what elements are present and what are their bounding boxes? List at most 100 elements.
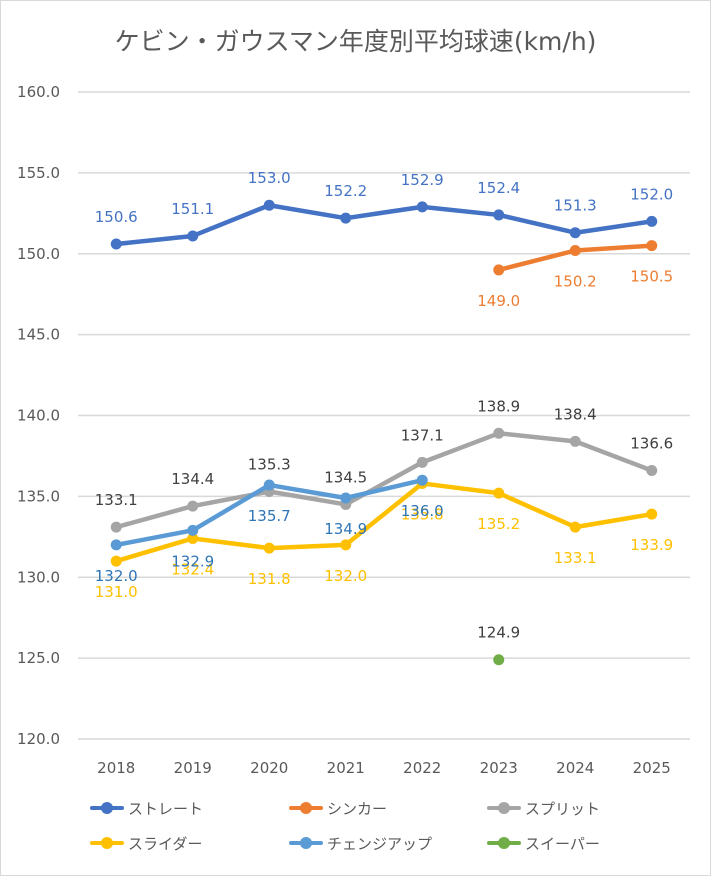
data-point <box>569 521 581 533</box>
gridlines <box>78 91 690 740</box>
series-line <box>114 202 654 247</box>
chart-title: ケビン・ガウスマン年度別平均球速(km/h) <box>114 27 597 56</box>
data-point <box>110 521 122 533</box>
data-label: 135.7 <box>248 507 291 525</box>
y-tick-label: 155.0 <box>17 164 60 182</box>
data-label: 150.2 <box>554 273 597 291</box>
data-point <box>493 487 505 499</box>
series-4 <box>110 474 428 551</box>
data-label: 133.1 <box>554 549 597 567</box>
series-2 <box>110 427 658 533</box>
legend-item[interactable]: シンカー <box>287 795 387 821</box>
x-tick-label: 2023 <box>480 759 518 777</box>
data-label: 131.8 <box>248 570 291 588</box>
legend-marker-icon <box>88 830 126 856</box>
x-axis-ticks: 2018 2019 2020 2021 2022 2023 2024 2025 <box>97 759 671 777</box>
legend-marker-icon <box>287 830 325 856</box>
data-label: 134.9 <box>324 520 367 538</box>
legend-marker-icon <box>88 795 126 821</box>
legend-label: スプリット <box>525 799 601 818</box>
data-label: 131.0 <box>95 583 138 601</box>
series-1 <box>493 240 658 276</box>
data-label: 135.8 <box>401 505 444 523</box>
series-group <box>110 199 658 666</box>
y-tick-label: 140.0 <box>17 407 60 425</box>
data-point <box>416 201 428 213</box>
x-tick-label: 2022 <box>403 759 441 777</box>
y-tick-label: 150.0 <box>17 245 60 263</box>
data-point <box>646 464 658 476</box>
data-point <box>646 215 658 227</box>
y-tick-label: 145.0 <box>17 326 60 344</box>
data-point <box>110 555 122 567</box>
data-point <box>340 539 352 551</box>
data-point <box>493 427 505 439</box>
data-point <box>493 654 505 666</box>
series-line <box>114 431 654 530</box>
series-3 <box>110 477 658 567</box>
x-tick-label: 2019 <box>174 759 212 777</box>
data-label: 151.3 <box>554 197 597 215</box>
data-label: 153.0 <box>248 169 291 187</box>
data-point <box>187 230 199 242</box>
data-label: 149.0 <box>477 292 520 310</box>
legend-item[interactable]: スプリット <box>485 795 600 821</box>
data-label: 132.9 <box>171 552 214 570</box>
data-label: 152.9 <box>401 171 444 189</box>
data-label: 133.9 <box>630 536 673 554</box>
data-point <box>187 500 199 512</box>
legend-item[interactable]: スイーパー <box>485 830 600 856</box>
data-label: 132.0 <box>324 567 367 585</box>
data-point <box>263 199 275 211</box>
legend-label: ストレート <box>128 799 204 818</box>
legend: ストレート シンカー スプリットスライダー チェンジアップ スイーパー <box>0 795 711 865</box>
data-point <box>416 456 428 468</box>
data-label: 138.9 <box>477 397 520 415</box>
data-point <box>187 532 199 544</box>
series-5 <box>493 654 505 666</box>
legend-item[interactable]: ストレート <box>88 795 203 821</box>
legend-label: スライダー <box>128 834 203 853</box>
x-tick-label: 2020 <box>250 759 288 777</box>
data-label: 152.4 <box>477 179 520 197</box>
data-label: 150.5 <box>630 268 673 286</box>
legend-label: シンカー <box>327 799 388 818</box>
data-point <box>263 479 275 491</box>
data-point <box>416 474 428 486</box>
legend-item[interactable]: チェンジアップ <box>287 830 432 856</box>
data-label: 138.4 <box>554 405 597 423</box>
legend-marker-icon <box>485 830 523 856</box>
data-label: 124.9 <box>477 624 520 642</box>
y-tick-label: 135.0 <box>17 487 60 505</box>
data-label: 152.0 <box>630 185 673 203</box>
data-point <box>646 240 658 252</box>
legend-marker-icon <box>485 795 523 821</box>
data-label: 150.6 <box>95 208 138 226</box>
series-line <box>114 481 654 564</box>
data-label: 132.4 <box>171 560 214 578</box>
data-label: 134.4 <box>171 470 214 488</box>
data-point <box>646 508 658 520</box>
legend-item[interactable]: スライダー <box>88 830 202 856</box>
data-label: 136.6 <box>630 434 673 452</box>
x-tick-label: 2024 <box>556 759 594 777</box>
data-label: 136.0 <box>401 502 444 520</box>
data-label: 137.1 <box>401 426 444 444</box>
data-labels: 150.6 151.1 153.0 152.2 152.9 152.4 151.3 152.0… <box>95 169 673 642</box>
data-label: 134.5 <box>324 468 367 486</box>
y-tick-label: 125.0 <box>17 649 60 667</box>
y-tick-label: 120.0 <box>17 730 60 748</box>
x-tick-label: 2021 <box>327 759 365 777</box>
legend-label: チェンジアップ <box>327 834 433 853</box>
series-0 <box>110 199 658 250</box>
data-label: 135.2 <box>477 515 520 533</box>
data-point <box>493 264 505 276</box>
x-tick-label: 2018 <box>97 759 135 777</box>
data-point <box>569 245 581 257</box>
data-point <box>569 227 581 239</box>
data-point <box>493 209 505 221</box>
data-point <box>569 435 581 447</box>
data-label: 151.1 <box>171 200 214 218</box>
legend-label: スイーパー <box>525 834 600 853</box>
